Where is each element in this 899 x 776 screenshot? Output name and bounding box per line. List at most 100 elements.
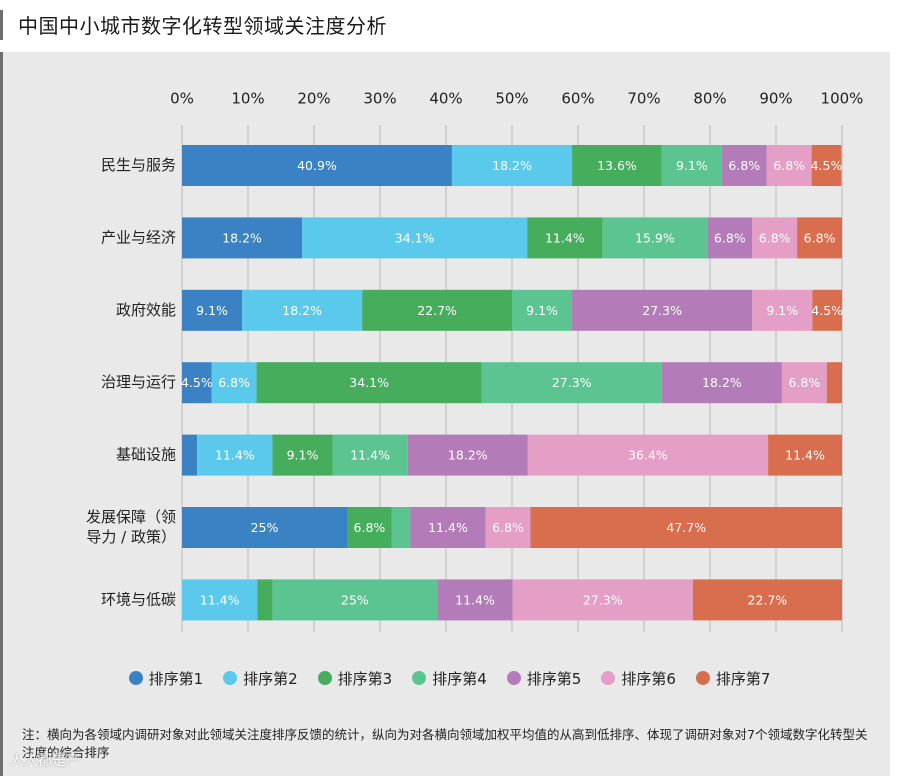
data-label: 11.4%: [215, 448, 255, 463]
legend-label: 排序第5: [526, 669, 582, 688]
x-tick-label: 0%: [170, 90, 194, 108]
watermark-text: 人人都是产: [10, 753, 80, 769]
bar-segment: [256, 362, 482, 404]
x-tick-label: 40%: [429, 90, 462, 108]
legend-label: 排序第3: [337, 669, 393, 688]
bar-segment: [485, 507, 531, 548]
legend-swatch: [601, 671, 616, 685]
bar-segment: [572, 145, 662, 186]
bar-segment: [391, 507, 411, 548]
legend-label: 排序第6: [621, 669, 676, 688]
category-label: 治理与运行: [101, 373, 176, 391]
legend-swatch: [695, 671, 710, 685]
data-label: 6.8%: [728, 158, 760, 173]
bar-segment: [182, 579, 258, 621]
bar-segment: [766, 145, 812, 186]
data-label: 36.4%: [628, 448, 668, 463]
bar-segment: [527, 217, 603, 259]
data-label: 9.1%: [196, 303, 228, 318]
legend-item: 排序第4: [412, 666, 487, 690]
legend-swatch: [128, 671, 143, 685]
x-tick-label: 30%: [363, 90, 396, 108]
data-label: 9.1%: [287, 448, 319, 463]
legend-label: 排序第7: [715, 669, 771, 688]
bar-segment: [362, 289, 512, 331]
category-label: 发展保障（领: [86, 508, 176, 526]
bar-segment: [707, 217, 753, 259]
bar-segment: [302, 217, 528, 259]
bar-segment: [437, 579, 513, 621]
bar-segment: [332, 434, 408, 476]
data-label: 9.1%: [526, 303, 558, 318]
data-label: 27.3%: [642, 303, 682, 318]
bar-segment: [211, 362, 257, 404]
bar-segment: [182, 217, 303, 259]
x-tick-label: 70%: [627, 90, 660, 108]
bar-segment: [781, 362, 827, 404]
category-label: 环境与低碳: [101, 590, 176, 608]
x-tick-label: 80%: [693, 90, 726, 108]
category-label: 导力 / 政策）: [86, 528, 176, 546]
x-tick-label: 90%: [759, 90, 792, 108]
bar-segment: [410, 507, 486, 548]
bar-segment: [811, 145, 842, 186]
data-label: 11.4%: [785, 448, 825, 463]
bar-segment: [797, 217, 842, 259]
legend-label: 排序第4: [432, 669, 487, 688]
bar-segment: [768, 434, 842, 476]
data-label: 34.1%: [395, 230, 435, 245]
panel-left-rule: [0, 52, 3, 776]
legend-swatch: [506, 671, 521, 685]
title-bar: 中国中小城市数字化转型领域关注度分析: [0, 0, 899, 50]
legend-label: 排序第2: [243, 669, 298, 688]
bar-segment: [752, 289, 813, 331]
bar-segment: [182, 507, 347, 548]
data-label: 18.2%: [282, 303, 322, 318]
bar-segment: [451, 145, 573, 186]
legend-item: 排序第2: [223, 666, 298, 690]
legend-swatch: [317, 671, 332, 685]
x-tick-label: 20%: [297, 90, 330, 108]
legend-item: 排序第6: [601, 666, 676, 690]
bar-segment: [826, 362, 842, 404]
bar-segment: [812, 289, 842, 331]
data-label: 9.1%: [676, 158, 708, 173]
data-label: 11.4%: [200, 592, 240, 607]
data-label: 6.8%: [354, 520, 386, 535]
page-title: 中国中小城市数字化转型领域关注度分析: [18, 14, 387, 38]
data-label: 25%: [341, 592, 369, 607]
bar-segment: [721, 145, 767, 186]
data-label: 4.5%: [811, 158, 843, 173]
bar-segment: [752, 217, 798, 259]
data-label: 13.6%: [597, 158, 637, 173]
category-label: 政府效能: [116, 301, 176, 319]
bar-segment: [661, 362, 782, 404]
bar-segment: [197, 434, 273, 476]
data-label: 18.2%: [492, 158, 532, 173]
data-label: 18.2%: [448, 448, 488, 463]
data-label: 4.5%: [811, 303, 843, 318]
data-label: 18.2%: [222, 230, 262, 245]
bar-segment: [661, 145, 722, 186]
x-tick-label: 50%: [495, 90, 528, 108]
data-label: 9.1%: [766, 303, 798, 318]
bar-segment: [242, 289, 363, 331]
bar-segment: [692, 579, 842, 621]
data-label: 4.5%: [181, 375, 213, 390]
legend-item: 排序第1: [128, 666, 203, 690]
bar-segment: [512, 579, 693, 621]
footnote: 注：横向为各领域内调研对象对此领域关注度排序反馈的统计，纵向为对各横向领域加权平…: [22, 727, 868, 760]
category-label: 产业与经济: [101, 228, 176, 246]
data-label: 6.8%: [788, 375, 820, 390]
bar-segment: [182, 289, 243, 331]
data-label: 6.8%: [804, 230, 836, 245]
x-tick-label: 60%: [561, 90, 594, 108]
data-label: 22.7%: [748, 592, 788, 607]
data-label: 40.9%: [297, 158, 337, 173]
data-label: 6.8%: [492, 520, 524, 535]
bar-segment: [407, 434, 528, 476]
data-label: 6.8%: [714, 230, 746, 245]
data-label: 11.4%: [455, 592, 495, 607]
bar-segment: [182, 362, 212, 404]
legend-swatch: [412, 671, 427, 685]
